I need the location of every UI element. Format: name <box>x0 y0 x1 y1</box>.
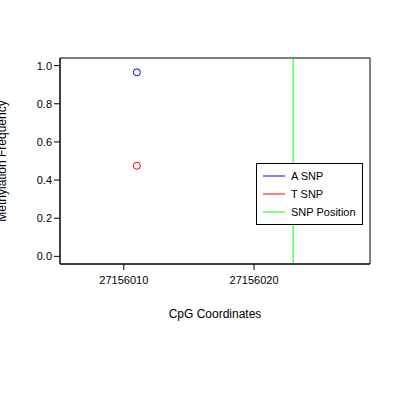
svg-text:CpG Coordinates: CpG Coordinates <box>169 307 262 321</box>
svg-text:0.0: 0.0 <box>37 250 52 262</box>
svg-text:1.0: 1.0 <box>37 60 52 72</box>
svg-text:27156020: 27156020 <box>230 274 279 286</box>
svg-text:27156010: 27156010 <box>99 274 148 286</box>
svg-text:0.2: 0.2 <box>37 212 52 224</box>
svg-text:0.6: 0.6 <box>37 136 52 148</box>
html-text:SNP Position: SNP Position <box>291 206 356 218</box>
html-text:T SNP: T SNP <box>291 188 324 200</box>
html-text:A SNP: A SNP <box>291 170 324 182</box>
svg-text:0.8: 0.8 <box>37 98 52 110</box>
svg-text:0.4: 0.4 <box>37 174 52 186</box>
svg-text:Methylation Frequency: Methylation Frequency <box>8 100 9 221</box>
